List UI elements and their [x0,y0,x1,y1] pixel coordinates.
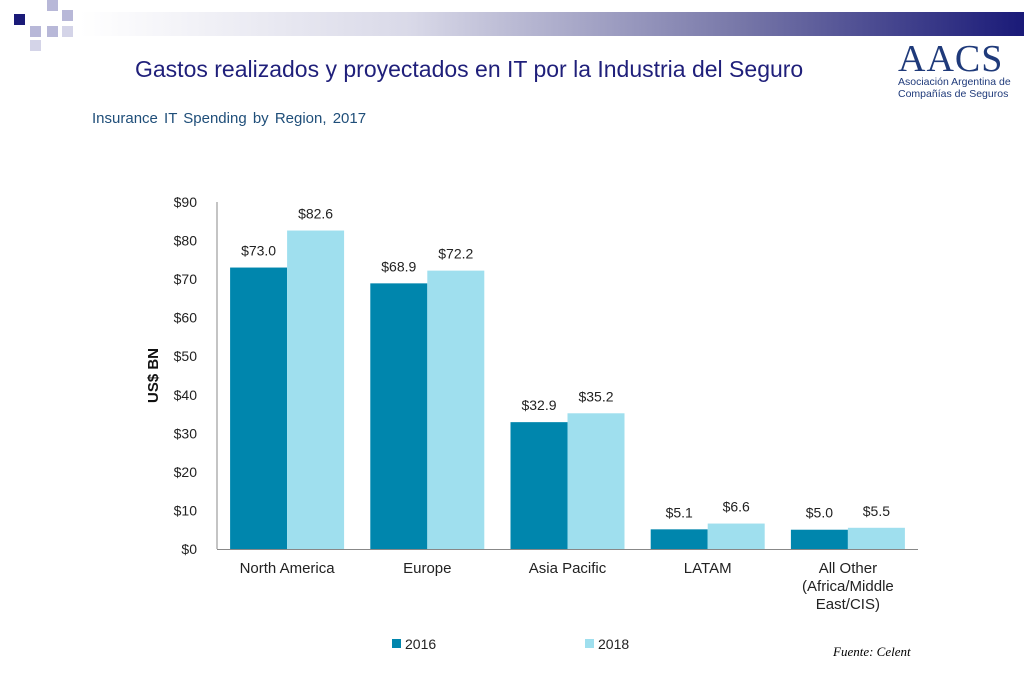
data-label-2016-2: $32.9 [521,397,556,413]
bar-2018-0 [287,230,345,549]
data-label-2018-4: $5.5 [863,503,890,519]
data-label-2018-2: $35.2 [578,388,613,404]
x-tick-label: Europe [403,560,451,577]
y-tick-label: $80 [174,233,198,249]
bar-2018-1 [427,270,485,549]
data-label-2018-3: $6.6 [723,499,750,515]
data-label-2016-0: $73.0 [241,243,276,259]
y-tick-label: $90 [174,194,198,210]
y-tick-label: $30 [174,425,198,441]
source-note: Fuente: Celent [833,644,911,659]
data-label-2018-1: $72.2 [438,246,473,262]
legend-item-2016: 2016 [392,636,436,652]
chart-title: Insurance IT Spending by Region, 2017 [92,110,367,127]
data-label-2016-1: $68.9 [381,258,416,274]
logo-main-text: AACS [898,38,1004,80]
y-tick-label: $0 [181,541,197,557]
legend-item-2018: 2018 [585,636,629,652]
y-tick-label: $40 [174,387,198,403]
y-tick-label: $10 [174,502,198,518]
x-tick-label: North America [240,560,336,577]
data-label-2016-4: $5.0 [806,505,833,521]
bar-2018-3 [707,523,765,549]
logo-line-1: Asociación Argentina de [898,76,1011,88]
x-tick-label: (Africa/Middle [802,578,894,595]
x-tick-label: Asia Pacific [529,560,607,577]
bar-2016-2 [510,422,568,549]
bar-2016-0 [230,267,288,549]
slide-title: Gastos realizados y proyectados en IT po… [135,56,804,82]
header-gradient-bar [80,12,1024,36]
y-tick-label: $60 [174,310,198,326]
y-tick-label: $50 [174,348,198,364]
data-label-2018-0: $82.6 [298,206,333,222]
legend-swatch-2018 [585,639,594,648]
bar-2016-1 [370,283,428,549]
aacs-logo: AACS Asociación Argentina de Compañías d… [898,38,1013,100]
legend-label-2016: 2016 [405,636,437,652]
x-tick-label: LATAM [684,560,732,577]
legend-label-2018: 2018 [598,636,630,652]
x-tick-label: East/CIS) [816,596,880,613]
data-label-2016-3: $5.1 [666,504,693,520]
y-axis-label: US$ BN [145,348,162,403]
y-tick-label: $20 [174,464,198,480]
y-tick-label: $70 [174,271,198,287]
bar-2018-4 [847,527,905,549]
logo-line-2: Compañías de Seguros [898,88,1009,100]
bar-2018-2 [567,413,625,549]
bar-2016-4 [790,529,848,549]
bar-2016-3 [650,529,708,549]
x-tick-label: All Other [819,560,877,577]
legend-swatch-2016 [392,639,401,648]
